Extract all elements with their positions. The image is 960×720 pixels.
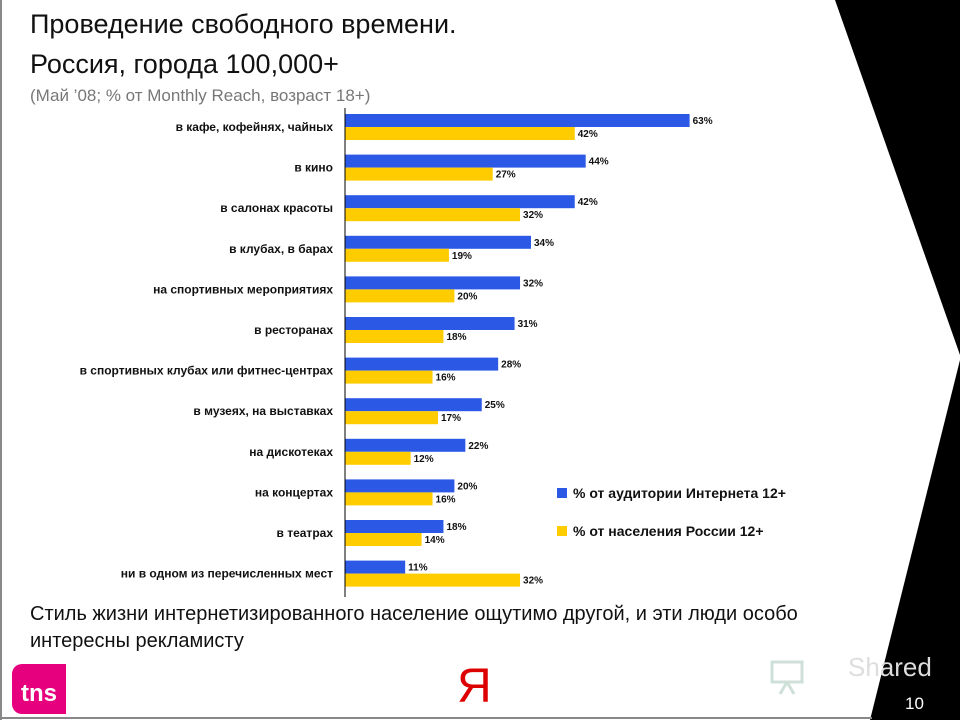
data-label: 25% [485,400,505,411]
data-label: 34% [534,238,554,249]
legend-label: % от аудитории Интернета 12+ [573,485,786,501]
yandex-logo: Я [457,660,492,713]
data-label: 32% [523,210,543,221]
data-label: 42% [578,129,598,140]
category-label: в кафе, кофейнях, чайных [176,120,334,134]
bar-internet [345,195,575,209]
bar-internet [345,357,499,371]
data-label: 11% [408,563,428,574]
bar-population [345,492,433,506]
data-label: 32% [523,576,543,587]
data-label: 42% [578,197,598,208]
legend-swatch [557,488,567,498]
data-label: 16% [436,494,456,505]
data-label: 44% [589,157,609,168]
data-label: 28% [501,360,521,371]
bar-population [345,330,444,343]
category-label: на концертах [255,485,333,499]
bar-population [345,573,521,587]
slide-title-line1: Проведение свободного времени. [30,9,457,39]
bar-internet [345,560,406,574]
slide-note: Стиль жизни интернетизированного населен… [30,603,798,652]
data-label: 16% [436,373,456,384]
category-label: на спортивных мероприятиях [153,282,333,296]
data-label: 20% [457,481,477,492]
category-label: в ресторанах [254,323,333,337]
category-label: в спортивных клубах или фитнес-центрах [80,364,334,378]
bar-internet [345,276,521,290]
category-label: ни в одном из перечисленных мест [121,567,333,581]
slide-title-line2: Россия, города 100,000+ [30,49,339,79]
page-number: 10 [905,694,924,713]
bar-population [345,451,411,465]
data-label: 27% [496,170,516,181]
bar-internet [345,398,482,412]
data-label: 20% [457,291,477,302]
data-label: 32% [523,278,543,289]
bar-population [345,533,422,546]
data-label: 63% [693,116,713,127]
data-label: 12% [414,454,434,465]
data-label: 19% [452,251,472,262]
bar-population [345,248,449,262]
bar-population [345,167,493,181]
data-label: 22% [468,441,488,452]
bar-population [345,127,575,140]
bar-population [345,289,455,303]
data-label: 18% [446,332,466,343]
legend-label: % от населения России 12+ [573,523,764,539]
tns-logo: tns [12,664,66,714]
category-label: в салонах красоты [220,201,333,215]
category-label: в клубах, в барах [229,242,333,256]
bar-population [345,208,521,222]
bar-internet [345,154,586,168]
category-label: на дискотеках [249,445,333,459]
bar-internet [345,235,531,249]
bar-population [345,370,433,384]
data-label: 18% [446,522,466,533]
bar-population [345,411,438,425]
slide-subtitle: (Май ’08; % от Monthly Reach, возраст 18… [30,86,371,105]
category-label: в кино [294,161,333,175]
bar-internet [345,520,444,533]
data-label: 17% [441,413,461,424]
bar-internet [345,438,466,452]
presentation-icon [770,660,804,695]
bar-internet [345,317,515,330]
category-label: в музеях, на выставках [193,404,333,418]
bar-internet [345,114,690,127]
shared-watermark: Shared [848,652,932,682]
data-label: 14% [425,535,445,546]
legend-swatch [557,526,567,536]
bar-chart: в кафе, кофейнях, чайных 63% 42% в кино 44% 2… [79,114,786,587]
data-label: 31% [518,319,538,330]
bar-internet [345,479,455,493]
category-label: в театрах [277,526,334,540]
